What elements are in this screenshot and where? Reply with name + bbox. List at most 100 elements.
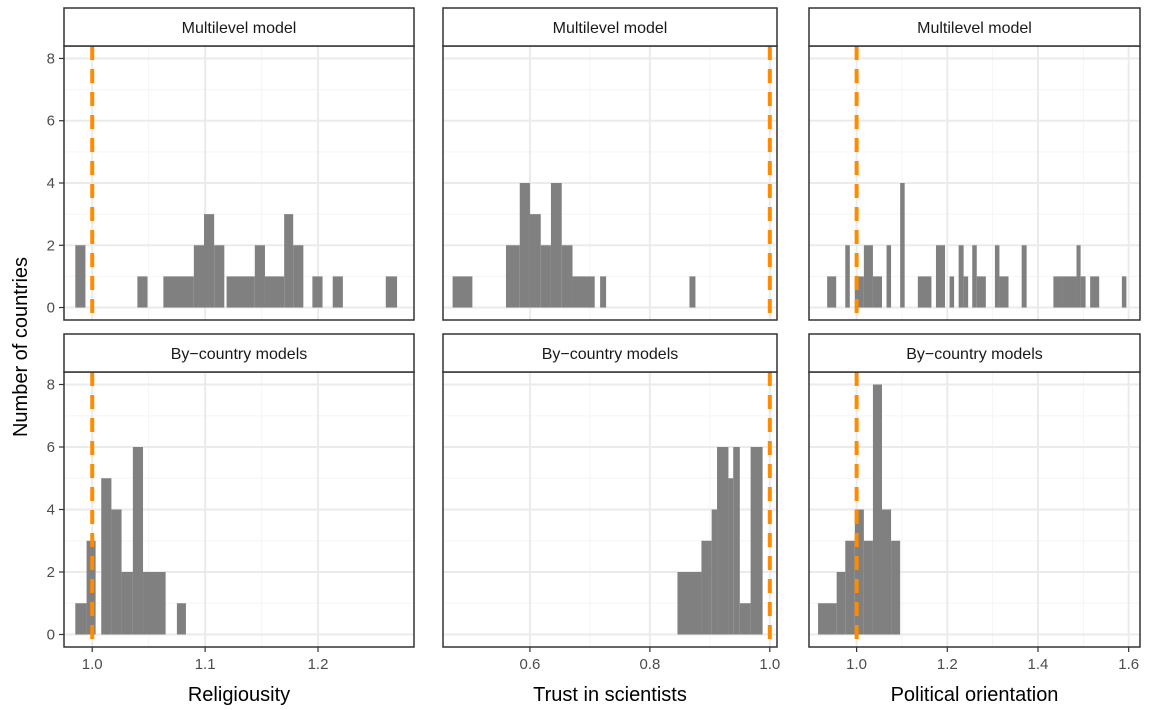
y-tick-label: 6 [47,439,55,456]
x-tick-label: 1.0 [759,656,780,673]
facet-strip [442,333,778,373]
histogram-bar [540,245,551,308]
x-tick-label: 0.8 [639,656,660,673]
histogram-bar [505,245,520,308]
x-tick-label: 1.6 [1118,656,1139,673]
histogram-bar [854,509,864,635]
facet-strip [442,7,778,47]
histogram-bar [976,276,986,308]
y-tick-label: 8 [47,377,55,394]
histogram-bar [519,183,530,308]
histogram-bar [1021,245,1027,308]
histogram-bar [972,245,977,308]
x-tick-label: 1.0 [846,656,867,673]
panel-political-by-country: By−country models 1.0 1.2 1.4 1.6 Political o… [808,333,1141,706]
facet-strip [808,333,1141,373]
facet-strip-label: By−country models [171,346,308,363]
y-tick-label: 4 [47,175,55,192]
x-tick-label: 1.0 [82,656,103,673]
histogram-bar [1053,276,1063,308]
facet-strip [63,333,415,373]
histogram-bar [935,245,946,308]
facet-strip [63,7,415,47]
histogram-bar [1062,276,1077,308]
histogram-bar [750,447,763,635]
histogram-bar [137,276,148,308]
histogram-bar [733,447,740,635]
histogram-bar [1076,245,1081,308]
histogram-bar [711,509,718,635]
histogram-bar [717,447,729,635]
histogram-bar [891,540,901,635]
histogram-bar [827,276,837,308]
facet-strip [808,7,1141,47]
histogram-bar [75,245,86,308]
histogram-bar [385,276,398,308]
histogram-bar [254,245,265,308]
x-tick-label: 0.6 [520,656,541,673]
histogram-bar [845,540,855,635]
histogram-bar [863,245,873,308]
y-tick-label: 4 [47,502,55,519]
histogram-bar [917,276,932,308]
histogram-bar [1080,276,1086,308]
histogram-bar [101,478,112,635]
histogram-bar [701,540,712,635]
histogram-bar [111,509,122,635]
x-tick-label: 1.1 [195,656,216,673]
panel-trust-multilevel: Multilevel model [442,7,778,321]
histogram-bar [121,572,133,635]
histogram-bar [176,603,186,635]
histogram-bar [739,603,751,635]
histogram-bar [863,540,873,635]
panel-political-multilevel: Multilevel model [808,7,1141,321]
histogram-bar [854,276,864,308]
histogram-bar [332,276,343,308]
histogram-bar [1090,276,1100,308]
histogram-bar [999,276,1009,308]
histogram-bar [572,276,595,308]
histogram-bar [1121,276,1127,308]
histogram-bar [949,276,955,308]
histogram-bar [550,183,562,308]
histogram-bar [264,276,285,308]
histogram-bar [284,214,294,308]
x-axis-title: Trust in scientists [533,684,687,706]
histogram-bar [293,245,304,308]
histogram-bar [900,183,905,308]
histogram-bar [143,572,166,635]
y-tick-label: 0 [47,627,55,644]
histogram-bar [312,276,323,308]
histogram-bar [689,276,696,308]
histogram-bar [132,447,144,635]
histogram-bar [204,214,215,308]
y-axis-title: Number of countries [10,257,32,437]
histogram-bar [818,603,837,635]
histogram-bar [214,245,225,308]
histogram-bar [872,276,883,308]
y-tick-label: 0 [47,300,55,317]
histogram-bar [163,276,194,308]
panel-trust-by-country: By−country models 0.6 0.8 1.0 Trust in scien… [442,333,780,706]
facet-strip-label: Multilevel model [553,20,668,37]
histogram-bar [226,276,255,308]
facet-strip-label: By−country models [542,346,679,363]
histogram-bar [193,245,204,308]
histogram-bar [994,245,1000,308]
panel-religiousness-by-country: By−country models 0 2 4 6 8 1.0 1.1 1.2 Religious… [47,333,415,706]
x-axis-title: Political orientation [891,684,1059,706]
x-tick-label: 1.4 [1028,656,1049,673]
histogram-bar [75,603,87,635]
histogram-bar [958,245,964,308]
x-tick-label: 1.2 [937,656,958,673]
panel-religiousness-multilevel: Multilevel model 0 2 4 6 8 [47,7,415,321]
histogram-bar [845,245,850,308]
histogram-bar [452,276,473,308]
y-tick-label: 6 [47,113,55,130]
histogram-bar [963,276,969,308]
histogram-bar [886,245,892,308]
histogram-bar [872,384,883,635]
histogram-bar [836,572,846,635]
y-tick-label: 8 [47,50,55,67]
